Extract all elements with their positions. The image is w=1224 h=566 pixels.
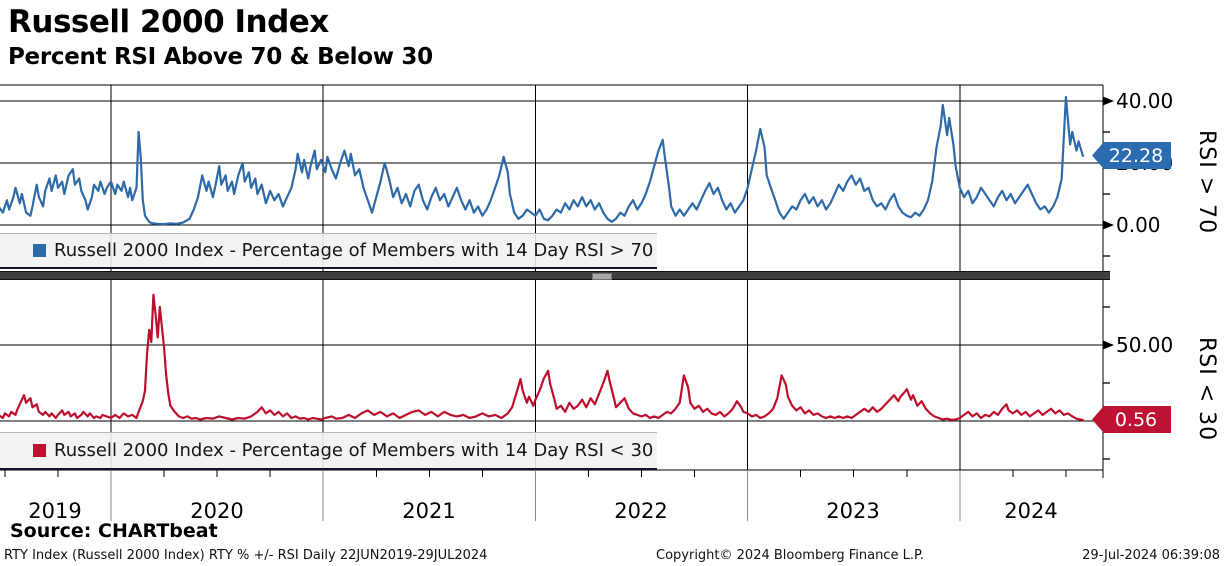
series-line-rsi-below-30	[0, 293, 1085, 422]
legend-label-rsi-below-30: Russell 2000 Index - Percentage of Membe…	[54, 440, 654, 461]
last-value-badge-rsi-below[interactable]: 0.56	[1092, 406, 1171, 433]
footer-security-info: RTY Index (Russell 2000 Index) RTY % +/-…	[4, 548, 488, 563]
legend-swatch-red-icon	[33, 444, 46, 457]
xtick-2024: 2024	[1004, 499, 1058, 523]
series-line-rsi-above-70	[0, 95, 1085, 226]
legend-swatch-blue-icon	[33, 244, 46, 257]
legend-label-rsi-above-70: Russell 2000 Index - Percentage of Membe…	[54, 240, 654, 261]
legend-rsi-above-70[interactable]: Russell 2000 Index - Percentage of Membe…	[0, 233, 657, 269]
chart-subtitle: Percent RSI Above 70 & Below 30	[8, 44, 433, 70]
xtick-2020: 2020	[190, 499, 244, 523]
footer-copyright: Copyright© 2024 Bloomberg Finance L.P.	[656, 548, 924, 563]
xtick-2021: 2021	[402, 499, 456, 523]
xtick-2022: 2022	[614, 499, 668, 523]
last-value-badge-rsi-above[interactable]: 22.28	[1092, 142, 1171, 169]
xtick-2019: 2019	[28, 499, 82, 523]
footer-timestamp: 29-Jul-2024 06:39:08	[1082, 548, 1220, 563]
ytick-top-0: 0.00	[1116, 213, 1161, 237]
divider-grip-icon[interactable]	[592, 273, 612, 280]
axis-title-rsi-below-30: RSI < 30	[1194, 337, 1219, 442]
panel-divider[interactable]	[0, 271, 1110, 280]
y-tick-arrow-icon	[1103, 220, 1114, 230]
chart-title: Russell 2000 Index	[8, 4, 329, 40]
xtick-2023: 2023	[826, 499, 880, 523]
ytick-bottom-50: 50.00	[1116, 333, 1174, 357]
y-tick-arrow-icon	[1103, 96, 1114, 106]
source-label: Source: CHARTbeat	[10, 520, 218, 542]
axis-title-rsi-above-70: RSI > 70	[1194, 130, 1219, 235]
y-tick-arrow-icon	[1103, 340, 1114, 350]
legend-rsi-below-30[interactable]: Russell 2000 Index - Percentage of Membe…	[0, 432, 657, 470]
ytick-top-40: 40.00	[1116, 89, 1174, 113]
